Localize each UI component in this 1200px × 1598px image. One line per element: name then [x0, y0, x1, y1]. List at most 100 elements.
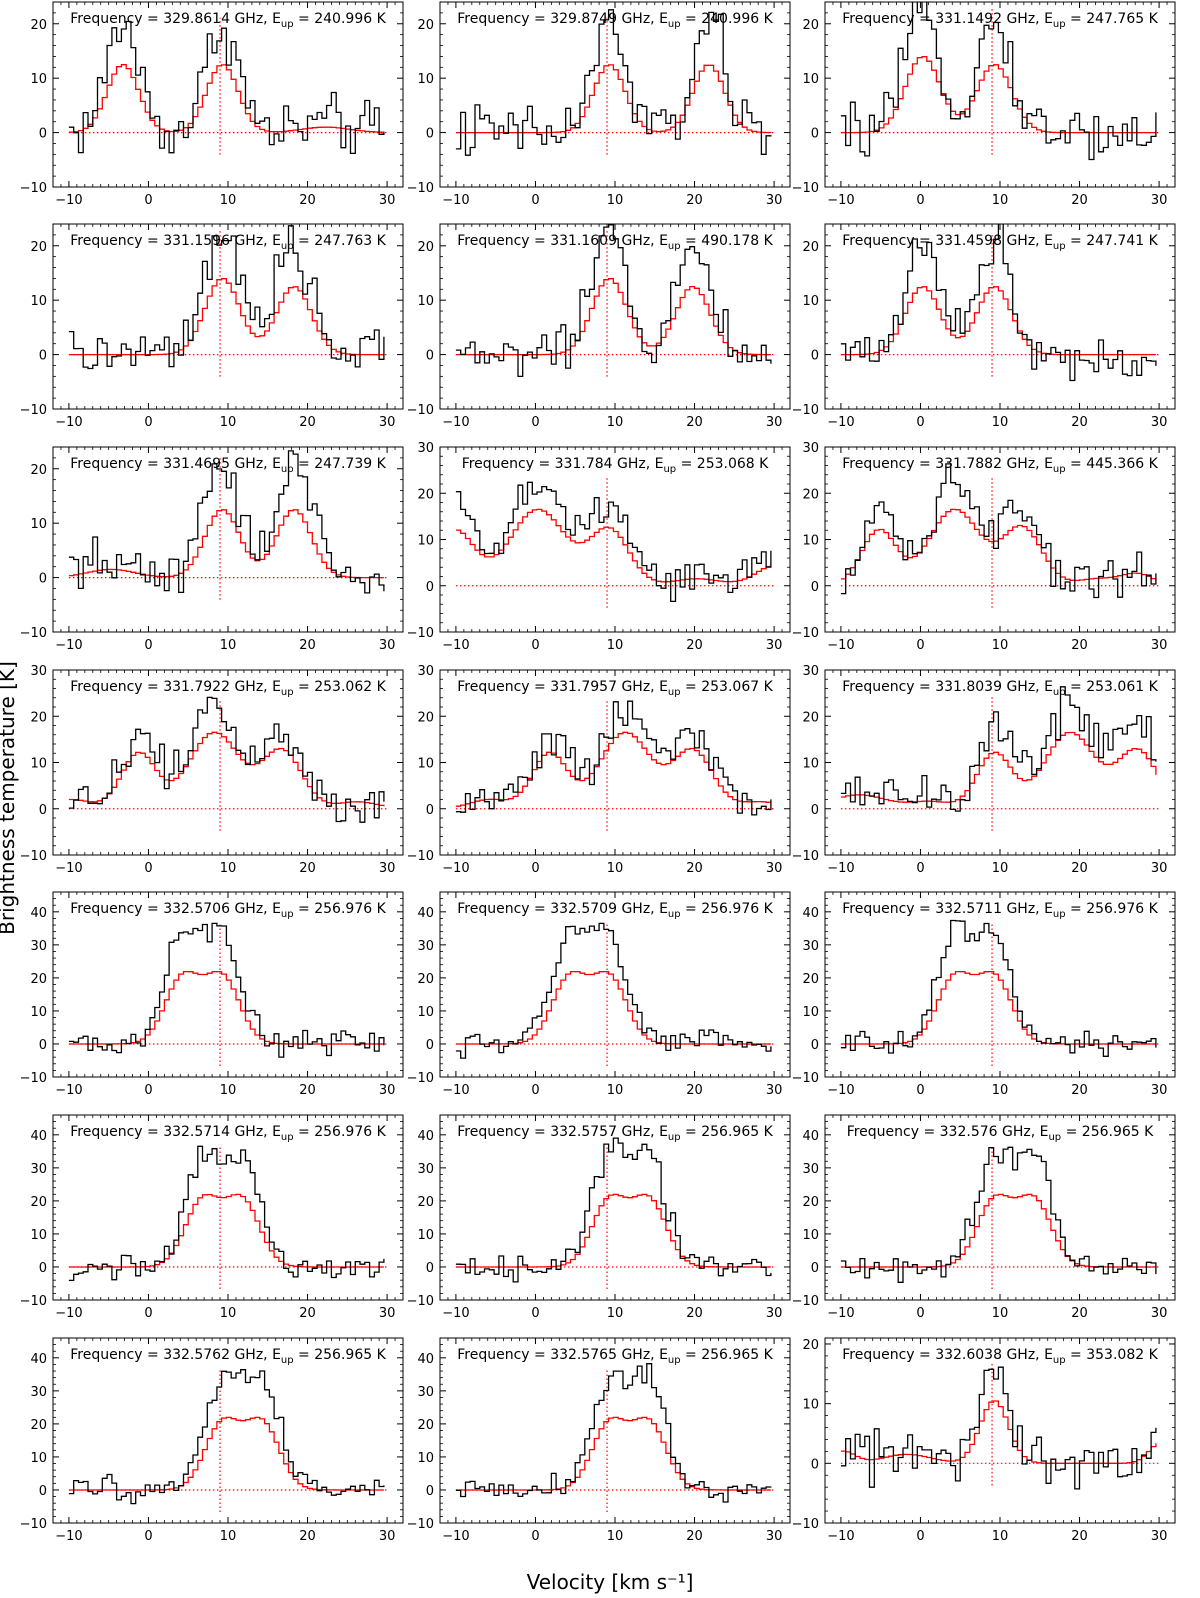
- title-energy: = 253.062 K: [294, 679, 387, 695]
- observed-spectrum: [840, 463, 1157, 599]
- x-tick-label: 10: [992, 861, 1009, 876]
- model-spectrum: [455, 970, 771, 1045]
- panel: −10 0 10 20 30 −10 0 10 20 Frequency = 329.8749 G…: [407, 1, 791, 208]
- panel-title: Frequency = 329.8749 GHz, Eup = 240.996 …: [457, 11, 773, 30]
- x-tick-label: 20: [1071, 193, 1088, 208]
- x-tick-label: 0: [916, 1529, 924, 1544]
- x-tick-label: 20: [1071, 638, 1088, 653]
- title-frequency: Frequency = 331.4695 GHz, E: [70, 456, 281, 472]
- panel-title: Frequency = 332.5706 GHz, Eup = 256.976 …: [70, 901, 386, 920]
- model-spectrum: [68, 278, 384, 356]
- panel-title: Frequency = 331.7957 GHz, Eup = 253.067 …: [457, 679, 773, 698]
- model-spectrum: [455, 1416, 771, 1491]
- plot-area: [455, 922, 775, 1066]
- panel-title: Frequency = 332.5757 GHz, Eup = 256.965 …: [457, 1124, 773, 1143]
- panel-title: Frequency = 331.784 GHz, Eup = 253.068 K: [462, 456, 769, 475]
- y-tick-label: −10: [20, 1294, 47, 1309]
- title-energy: = 247.741 K: [1066, 233, 1159, 249]
- y-tick-label: −10: [20, 1517, 47, 1532]
- title-subscript: up: [1053, 241, 1066, 252]
- title-frequency: Frequency = 332.6038 GHz, E: [842, 1347, 1053, 1363]
- title-subscript: up: [668, 687, 681, 698]
- y-tick-label: 30: [802, 441, 819, 456]
- x-tick-label: 30: [379, 1306, 396, 1321]
- x-tick-label: 0: [144, 1529, 152, 1544]
- x-tick-label: −10: [827, 193, 854, 208]
- title-frequency: Frequency = 332.5762 GHz, E: [70, 1347, 281, 1363]
- x-tick-label: 20: [1071, 1529, 1088, 1544]
- plot-area: [840, 919, 1160, 1066]
- y-tick-label: 0: [39, 572, 47, 587]
- x-tick-label: −10: [55, 1306, 82, 1321]
- title-energy: = 247.739 K: [294, 456, 387, 472]
- x-tick-label: 20: [686, 861, 703, 876]
- plot-area: [455, 478, 775, 608]
- y-tick-label: −10: [407, 403, 434, 418]
- observed-spectrum: [455, 922, 772, 1059]
- x-tick-label: −10: [442, 415, 469, 430]
- x-tick-label: 20: [299, 861, 316, 876]
- x-tick-label: 30: [766, 1529, 783, 1544]
- panel-title: Frequency = 332.6038 GHz, Eup = 353.082 …: [842, 1347, 1158, 1366]
- panel-frame: [824, 1114, 1176, 1301]
- y-tick-label: 20: [30, 972, 47, 987]
- x-tick-label: −10: [442, 861, 469, 876]
- panel-title: Frequency = 332.576 GHz, Eup = 256.965 K: [847, 1124, 1154, 1143]
- title-subscript: up: [668, 1355, 681, 1366]
- observed-spectrum: [68, 225, 385, 370]
- y-tick-label: 30: [417, 441, 434, 456]
- plot-area: [840, 1145, 1160, 1289]
- x-tick-label: 10: [992, 638, 1009, 653]
- y-tick-label: 40: [417, 1352, 434, 1367]
- x-tick-label: 0: [916, 638, 924, 653]
- title-subscript: up: [668, 19, 681, 30]
- y-tick-label: 10: [802, 534, 819, 549]
- x-tick-label: 0: [531, 861, 539, 876]
- title-energy: = 353.082 K: [1066, 1347, 1159, 1363]
- x-tick-label: 0: [916, 1083, 924, 1098]
- y-tick-label: −10: [792, 626, 819, 641]
- y-tick-label: 30: [417, 664, 434, 679]
- plot-area: [68, 225, 388, 377]
- panel: −10 0 10 20 30 −10 0 10 20 Frequency = 331.1609 G…: [407, 223, 791, 430]
- x-tick-label: 0: [916, 1306, 924, 1321]
- panel-title: Frequency = 331.8039 GHz, Eup = 253.061 …: [842, 679, 1158, 698]
- x-tick-label: 10: [607, 638, 624, 653]
- panel-frame: [824, 223, 1176, 410]
- panel: −10 0 10 20 30 −10 0 10 20 30 40 Frequency = 332.57…: [20, 1114, 404, 1321]
- panel-frame: [52, 891, 404, 1078]
- y-tick-label: 10: [802, 72, 819, 87]
- figure-ylabel: Brightness temperature [K]: [0, 661, 19, 935]
- x-tick-label: −10: [442, 193, 469, 208]
- title-energy: = 256.976 K: [681, 901, 774, 917]
- x-tick-label: 10: [992, 1083, 1009, 1098]
- y-tick-label: 0: [39, 1261, 47, 1276]
- x-tick-label: 10: [992, 1306, 1009, 1321]
- y-tick-label: 0: [811, 1261, 819, 1276]
- title-subscript: up: [1053, 464, 1066, 475]
- title-frequency: Frequency = 332.576 GHz, E: [847, 1124, 1049, 1140]
- x-tick-label: −10: [827, 638, 854, 653]
- x-tick-label: 30: [766, 861, 783, 876]
- y-tick-label: 20: [802, 240, 819, 255]
- panel: −10 0 10 20 30 −10 0 10 20 Frequency = 331.4695 G…: [20, 446, 404, 653]
- x-tick-label: 10: [220, 193, 237, 208]
- title-subscript: up: [281, 909, 294, 920]
- title-energy: = 240.996 K: [681, 11, 774, 27]
- y-tick-label: 20: [417, 972, 434, 987]
- title-energy: = 256.976 K: [294, 901, 387, 917]
- y-tick-label: 30: [802, 1162, 819, 1177]
- title-subscript: up: [281, 19, 294, 30]
- panel-title: Frequency = 329.8614 GHz, Eup = 240.996 …: [70, 11, 386, 30]
- y-tick-label: 0: [426, 349, 434, 364]
- observed-spectrum: [455, 9, 772, 156]
- observed-spectrum: [455, 1363, 772, 1503]
- panel-frame: [439, 669, 791, 856]
- title-frequency: Frequency = 331.7882 GHz, E: [842, 456, 1053, 472]
- title-subscript: up: [1048, 1132, 1061, 1143]
- y-tick-label: 0: [811, 803, 819, 818]
- plot-area: [455, 1363, 775, 1512]
- y-tick-label: 20: [802, 1195, 819, 1210]
- title-subscript: up: [1053, 687, 1066, 698]
